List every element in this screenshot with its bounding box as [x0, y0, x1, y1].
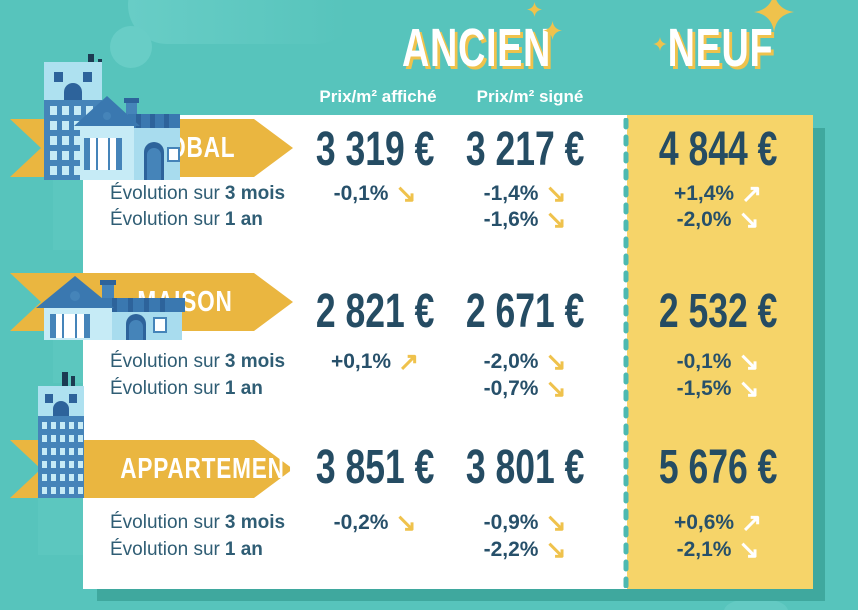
sparkle-icon — [754, 0, 794, 32]
evolution-value: -0,2% ↘ — [333, 509, 417, 537]
cloud-decoration — [128, 0, 356, 44]
evolution-value: -0,1% ↘ — [676, 348, 760, 376]
trend-arrow-icon: ↘ — [545, 348, 567, 376]
card-shadow — [97, 588, 825, 601]
trend-arrow-icon: ↘ — [395, 180, 417, 208]
evolution-1-year-label: Évolution sur 1 an — [110, 539, 263, 560]
sparkle-icon — [527, 2, 542, 17]
price-global-affiche: 3 319 € — [315, 123, 435, 176]
trend-arrow-icon: ↘ — [545, 375, 567, 403]
trend-arrow-icon: ↘ — [738, 206, 760, 234]
neuf-column — [627, 115, 813, 589]
building-and-house-icon — [44, 54, 180, 180]
evolution-value: -0,7% ↘ — [483, 375, 567, 403]
evolution-value: +0,6% ↗ — [673, 509, 763, 537]
price-appartement-affiche: 3 851 € — [315, 441, 435, 494]
sparkle-icon — [653, 37, 667, 51]
trend-arrow-icon: ↘ — [545, 206, 567, 234]
price-global-neuf: 4 844 € — [658, 123, 778, 176]
trend-arrow-icon: ↗ — [741, 180, 763, 208]
trend-arrow-icon: ↘ — [545, 509, 567, 537]
ancien-card — [83, 115, 627, 589]
ancien-title: ANCIEN — [401, 18, 552, 78]
price-global-signe: 3 217 € — [465, 123, 585, 176]
evolution-3-months-label: Évolution sur 3 mois — [110, 351, 286, 372]
evolution-value: -2,0% ↘ — [676, 206, 760, 234]
evolution-value: -1,6% ↘ — [483, 206, 567, 234]
cloud-decoration — [724, 598, 788, 610]
evolution-value: -0,9% ↘ — [483, 509, 567, 537]
evolution-value: -2,0% ↘ — [483, 348, 567, 376]
evolution-value: -2,2% ↘ — [483, 536, 567, 564]
neuf-title: NEUF — [667, 18, 773, 78]
trend-arrow-icon: ↘ — [545, 536, 567, 564]
evolution-value: -1,5% ↘ — [676, 375, 760, 403]
evolution-value: +1,4% ↗ — [673, 180, 763, 208]
price-maison-neuf: 2 532 € — [658, 285, 778, 338]
trend-arrow-icon: ↗ — [398, 348, 420, 376]
evolution-value: -2,1% ↘ — [676, 536, 760, 564]
card-shadow — [813, 128, 825, 601]
cloud-decoration — [110, 26, 152, 68]
price-maison-signe: 2 671 € — [465, 285, 585, 338]
evolution-value: -0,1% ↘ — [333, 180, 417, 208]
apartment-tower-icon — [38, 372, 84, 498]
dashed-divider — [623, 118, 629, 588]
evolution-value: +0,1% ↗ — [330, 348, 420, 376]
row-label-appartement: APPARTEMENT — [120, 453, 300, 485]
house-icon — [36, 276, 185, 340]
evolution-3-months-label: Évolution sur 3 mois — [110, 183, 286, 204]
building-silhouette — [38, 498, 84, 555]
evolution-3-months-label: Évolution sur 3 mois — [110, 512, 286, 533]
evolution-1-year-label: Évolution sur 1 an — [110, 209, 263, 230]
column-header-prix-signe: Prix/m² signé — [476, 87, 584, 106]
price-appartement-signe: 3 801 € — [465, 441, 585, 494]
trend-arrow-icon: ↘ — [738, 375, 760, 403]
evolution-value: -1,4% ↘ — [483, 180, 567, 208]
column-header-prix-affiche: Prix/m² affiché — [319, 87, 437, 106]
trend-arrow-icon: ↘ — [738, 536, 760, 564]
trend-arrow-icon: ↗ — [741, 509, 763, 537]
sparkle-icon — [543, 21, 562, 40]
price-maison-affiche: 2 821 € — [315, 285, 435, 338]
price-appartement-neuf: 5 676 € — [658, 441, 778, 494]
trend-arrow-icon: ↘ — [738, 348, 760, 376]
trend-arrow-icon: ↘ — [395, 509, 417, 537]
building-silhouette — [53, 178, 83, 250]
trend-arrow-icon: ↘ — [545, 180, 567, 208]
evolution-1-year-label: Évolution sur 1 an — [110, 378, 263, 399]
